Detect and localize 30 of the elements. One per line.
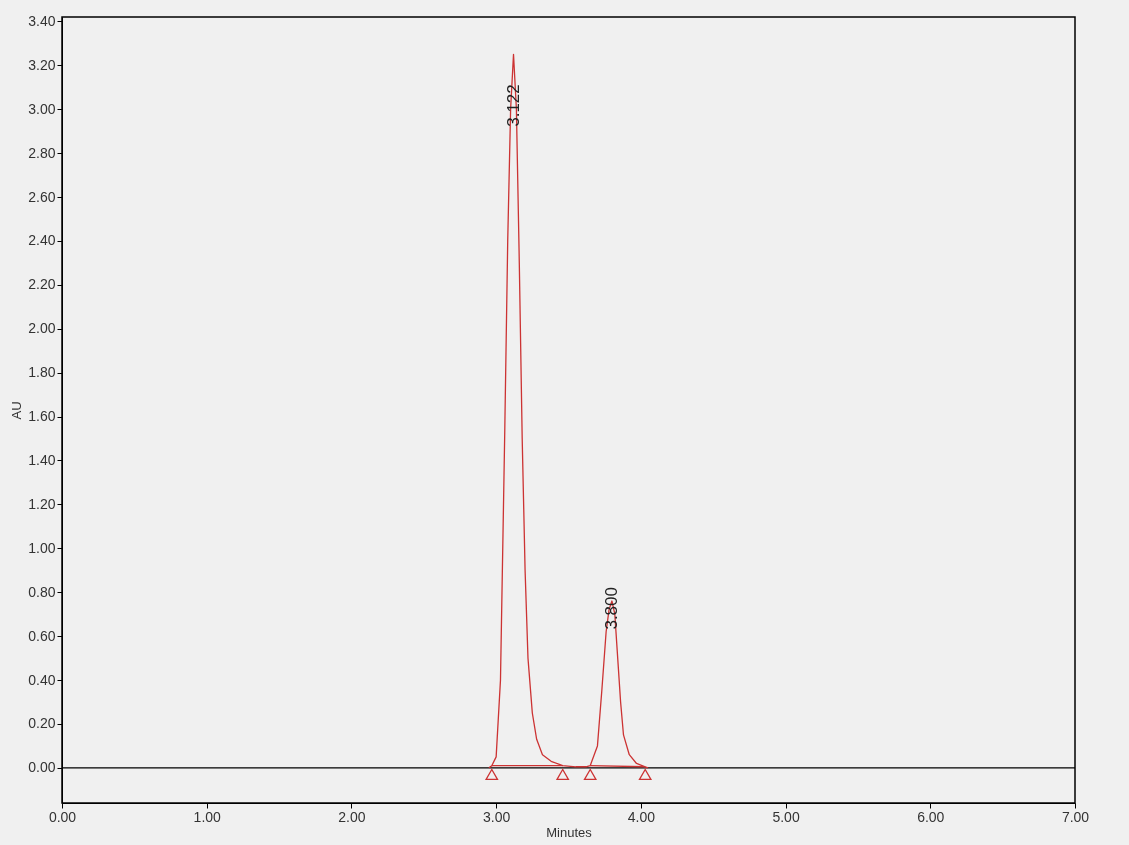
y-tick-label: 1.00	[28, 539, 56, 556]
y-tick-label: 0.40	[28, 671, 56, 688]
x-tick-label: 6.00	[917, 808, 945, 825]
x-tick-label: 2.00	[338, 808, 366, 825]
y-tick-label: 0.80	[28, 583, 56, 600]
y-tick-label: 2.60	[28, 188, 56, 205]
annotation: 3.800	[601, 587, 621, 630]
y-tick-label: 1.40	[28, 452, 56, 468]
x-tick-label: 0.00	[48, 808, 77, 825]
x-tick-label: 3.00	[483, 808, 511, 825]
x-tick-label: 5.00	[772, 808, 800, 825]
y-tick-label: 2.80	[28, 144, 56, 161]
y-tick-label: 2.40	[28, 232, 56, 249]
y-tick-label: 3.20	[28, 56, 56, 73]
y-tick-label: 0.60	[28, 627, 56, 644]
y-tick-label: 0.20	[28, 715, 56, 732]
annotation: 3.122	[503, 84, 523, 127]
y-tick-label: 3.40	[28, 12, 56, 29]
x-tick-label: 1.00	[193, 808, 222, 825]
y-tick-label: 1.60	[28, 408, 56, 425]
x-axis-title: Minutes	[546, 824, 593, 840]
x-tick-label: 7.00	[1061, 808, 1090, 825]
y-tick-label: 0.00	[28, 759, 56, 776]
y-tick-label: 2.20	[28, 276, 56, 293]
y-tick-label: 1.20	[28, 495, 56, 512]
y-tick-label: 3.00	[28, 100, 56, 117]
y-tick-label: 2.00	[28, 320, 56, 337]
y-tick-label: 1.80	[28, 364, 56, 381]
x-tick-label: 4.00	[627, 808, 656, 825]
y-axis-title: AU	[9, 401, 25, 420]
